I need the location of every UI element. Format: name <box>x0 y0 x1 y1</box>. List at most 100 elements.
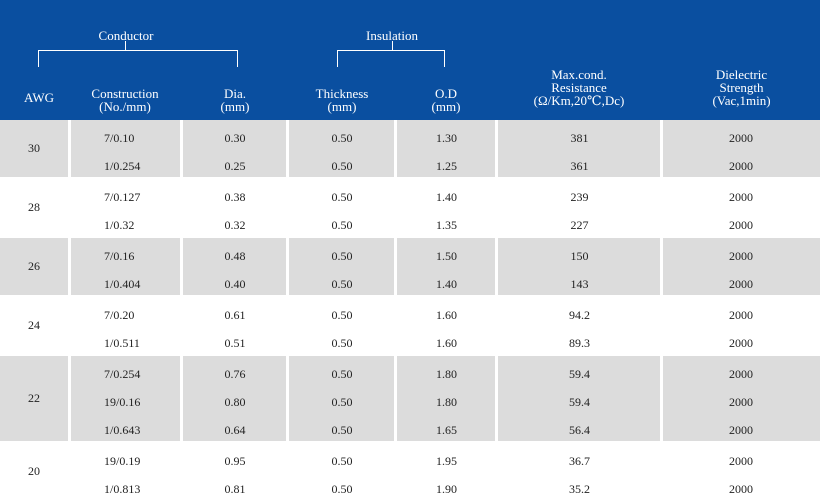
od-cell: 1.95 <box>436 453 457 468</box>
construction-cell: 1/0.643 <box>104 422 141 437</box>
dielectric-cell: 2000 <box>729 481 753 496</box>
od-cell: 1.50 <box>436 248 457 263</box>
construction-cell: 1/0.32 <box>104 217 135 232</box>
dia-cell: 0.40 <box>224 276 246 291</box>
col-header-awg: AWG <box>23 90 54 105</box>
awg-cell: 30 <box>28 141 40 155</box>
dia-cell: 0.32 <box>224 217 246 232</box>
resistance-cell: 36.7 <box>569 453 590 468</box>
od-cell: 1.35 <box>436 217 457 232</box>
thickness-cell: 0.50 <box>331 394 353 409</box>
column-divider <box>68 120 71 489</box>
column-divider <box>286 120 289 489</box>
dielectric-cell: 2000 <box>729 422 753 437</box>
dia-cell: 0.30 <box>224 130 246 145</box>
col-header-dia: Dia. (mm) <box>220 86 250 114</box>
resistance-cell: 150 <box>570 248 589 263</box>
col-header-resistance: Max.cond. Resistance (Ω/Km,20℃,Dc) <box>533 67 625 108</box>
thickness-cell: 0.50 <box>331 130 353 145</box>
awg-group: 28 7/0.127 0.38 0.50 1.40 239 2000 1/0.32 0.32 0.… <box>0 179 820 236</box>
od-cell: 1.80 <box>436 366 457 381</box>
thickness-cell: 0.50 <box>331 481 353 496</box>
construction-cell: 1/0.511 <box>104 335 140 350</box>
conductor-group-label: Conductor <box>98 28 154 43</box>
construction-cell: 19/0.16 <box>104 394 141 409</box>
thickness-cell: 0.50 <box>331 248 353 263</box>
od-cell: 1.60 <box>436 307 457 322</box>
thickness-cell: 0.50 <box>331 453 353 468</box>
thickness-cell: 0.50 <box>331 217 353 232</box>
awg-cell: 24 <box>28 318 40 332</box>
construction-cell: 7/0.16 <box>104 248 135 263</box>
thickness-cell: 0.50 <box>331 189 353 204</box>
dia-cell: 0.61 <box>224 307 246 322</box>
resistance-cell: 94.2 <box>569 307 590 322</box>
thickness-cell: 0.50 <box>331 422 353 437</box>
construction-cell: 1/0.254 <box>104 158 141 173</box>
dia-cell: 0.48 <box>224 248 246 263</box>
awg-cell: 26 <box>28 259 40 273</box>
dielectric-cell: 2000 <box>729 366 753 381</box>
construction-cell: 7/0.127 <box>104 189 141 204</box>
dielectric-cell: 2000 <box>729 248 753 263</box>
od-cell: 1.40 <box>436 276 457 291</box>
thickness-cell: 0.50 <box>331 276 353 291</box>
column-divider <box>660 120 663 489</box>
thickness-cell: 0.50 <box>331 158 353 173</box>
col-header-construction: Construction (No./mm) <box>91 86 159 114</box>
resistance-cell: 381 <box>570 130 589 145</box>
column-divider <box>180 120 183 489</box>
od-cell: 1.90 <box>436 481 457 496</box>
col-header-od: O.D (mm) <box>431 86 461 114</box>
conductor-bracket-tick <box>125 41 126 51</box>
awg-group: 20 19/0.19 0.95 0.50 1.95 36.7 2000 1/0.813 0.81… <box>0 443 820 500</box>
awg-cell: 22 <box>28 391 40 405</box>
construction-cell: 1/0.404 <box>104 276 141 291</box>
dia-cell: 0.25 <box>224 158 246 173</box>
od-cell: 1.65 <box>436 422 457 437</box>
table-body: 30 7/0.10 0.30 0.50 1.30 381 2000 1/0.254 0.25 0.… <box>0 120 820 500</box>
dielectric-cell: 2000 <box>729 453 753 468</box>
dielectric-cell: 2000 <box>729 307 753 322</box>
awg-group: 30 7/0.10 0.30 0.50 1.30 381 2000 1/0.254 0.25 0.… <box>0 120 820 177</box>
table-header: Conductor Insulation AWG Construction (N… <box>0 0 820 120</box>
col-header-thickness: Thickness (mm) <box>315 86 369 114</box>
column-divider <box>495 120 498 489</box>
insulation-group-label: Insulation <box>366 28 418 43</box>
dia-cell: 0.76 <box>224 366 246 381</box>
resistance-cell: 56.4 <box>569 422 590 437</box>
insulation-bracket-tick <box>392 41 393 51</box>
dielectric-cell: 2000 <box>729 335 753 350</box>
resistance-cell: 227 <box>570 217 589 232</box>
resistance-cell: 89.3 <box>569 335 590 350</box>
dielectric-cell: 2000 <box>729 276 753 291</box>
insulation-bracket <box>337 50 445 67</box>
thickness-cell: 0.50 <box>331 335 353 350</box>
od-cell: 1.25 <box>436 158 457 173</box>
resistance-cell: 59.4 <box>569 366 590 381</box>
resistance-cell: 59.4 <box>569 394 590 409</box>
dia-cell: 0.51 <box>224 335 246 350</box>
dia-cell: 0.64 <box>224 422 246 437</box>
col-header-dielectric: Dielectric Strength (Vac,1min) <box>712 67 771 108</box>
awg-cell: 28 <box>28 200 40 214</box>
od-cell: 1.60 <box>436 335 457 350</box>
thickness-cell: 0.50 <box>331 307 353 322</box>
dielectric-cell: 2000 <box>729 158 753 173</box>
conductor-bracket <box>38 50 238 67</box>
construction-cell: 7/0.10 <box>104 130 135 145</box>
dielectric-cell: 2000 <box>729 189 753 204</box>
construction-cell: 7/0.254 <box>104 366 141 381</box>
awg-group: 24 7/0.20 0.61 0.50 1.60 94.2 2000 1/0.511 0.51 0… <box>0 297 820 354</box>
resistance-cell: 35.2 <box>569 481 590 496</box>
od-cell: 1.80 <box>436 394 457 409</box>
resistance-cell: 361 <box>570 158 589 173</box>
awg-group: 26 7/0.16 0.48 0.50 1.50 150 2000 1/0.404 0.40 0.… <box>0 238 820 295</box>
awg-cell: 20 <box>28 464 40 478</box>
od-cell: 1.40 <box>436 189 457 204</box>
dielectric-cell: 2000 <box>729 130 753 145</box>
dia-cell: 0.38 <box>224 189 246 204</box>
column-divider <box>394 120 397 489</box>
construction-cell: 1/0.813 <box>104 481 141 496</box>
